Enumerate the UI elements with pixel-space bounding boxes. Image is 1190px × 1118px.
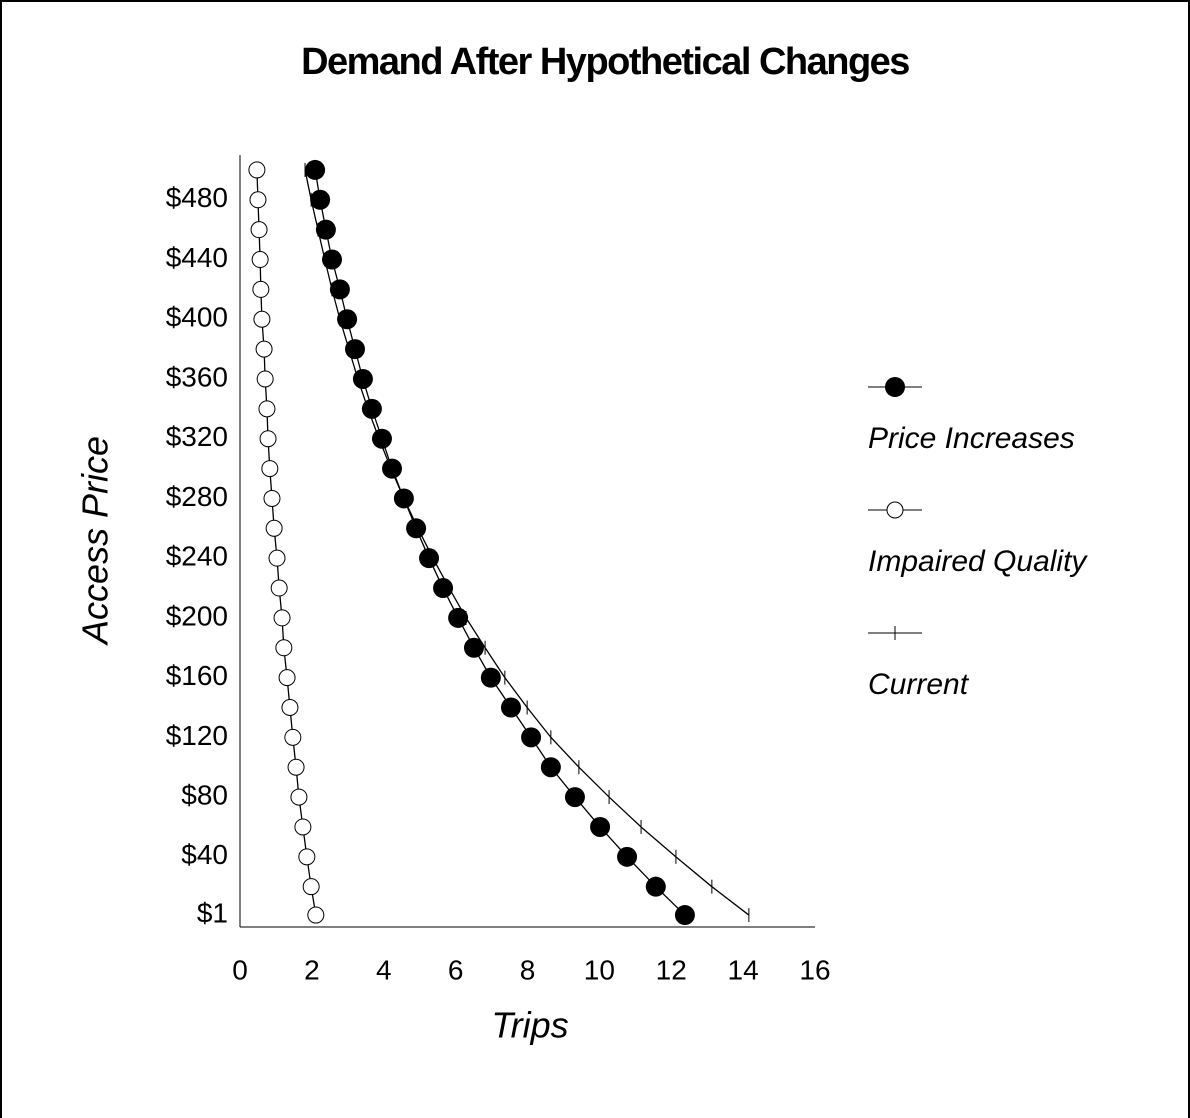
data-point bbox=[265, 519, 283, 537]
data-point bbox=[255, 340, 273, 358]
y-tick-label: $440 bbox=[166, 242, 228, 273]
x-tick-label: 14 bbox=[728, 954, 759, 985]
data-point bbox=[521, 727, 542, 748]
data-point bbox=[433, 578, 454, 599]
y-tick-label: $160 bbox=[166, 660, 228, 691]
x-tick-label: 16 bbox=[799, 954, 830, 985]
y-tick-label: $1 bbox=[197, 897, 228, 928]
series-line bbox=[256, 169, 317, 916]
data-point bbox=[315, 219, 336, 240]
data-point bbox=[463, 637, 484, 658]
data-point bbox=[302, 878, 320, 896]
data-point bbox=[500, 697, 521, 718]
y-tick-label: $200 bbox=[166, 600, 228, 631]
data-point bbox=[419, 548, 440, 569]
legend-label: Current bbox=[868, 668, 970, 701]
data-point bbox=[345, 339, 365, 360]
x-tick-label: 8 bbox=[520, 954, 536, 985]
data-point bbox=[273, 609, 291, 627]
data-point bbox=[310, 189, 331, 210]
data-point bbox=[251, 251, 269, 269]
data-point bbox=[448, 607, 469, 628]
data-point bbox=[322, 249, 342, 270]
x-tick-label: 4 bbox=[376, 954, 392, 985]
series-line bbox=[304, 169, 750, 916]
data-point bbox=[258, 400, 276, 418]
data-point bbox=[259, 430, 277, 448]
data-point bbox=[287, 758, 305, 776]
data-point bbox=[564, 787, 585, 808]
data-point bbox=[590, 816, 611, 837]
data-point bbox=[329, 279, 350, 300]
data-point bbox=[248, 161, 266, 179]
y-tick-label: $400 bbox=[166, 302, 228, 333]
y-tick-label: $120 bbox=[166, 720, 228, 751]
y-axis-label: Access Price bbox=[75, 436, 116, 646]
legend-label: Price Increases bbox=[868, 422, 1075, 455]
legend-marker bbox=[885, 377, 905, 397]
data-point bbox=[307, 906, 325, 924]
x-tick-label: 2 bbox=[304, 954, 320, 985]
x-tick-label: 0 bbox=[232, 954, 248, 985]
x-tick-label: 6 bbox=[448, 954, 464, 985]
y-tick-label: $80 bbox=[181, 779, 228, 810]
data-point bbox=[261, 460, 279, 478]
data-point bbox=[305, 159, 326, 180]
data-point bbox=[298, 848, 316, 866]
data-point bbox=[252, 280, 270, 298]
data-point bbox=[275, 639, 293, 657]
data-point bbox=[249, 191, 267, 209]
data-point bbox=[250, 221, 268, 239]
y-tick-label: $320 bbox=[166, 421, 228, 452]
y-tick-label: $360 bbox=[166, 361, 228, 392]
data-point bbox=[406, 518, 427, 539]
y-tick-label: $480 bbox=[166, 182, 228, 213]
data-point bbox=[382, 458, 403, 479]
series-line bbox=[314, 169, 686, 916]
x-axis-label: Trips bbox=[491, 1005, 568, 1046]
data-point bbox=[337, 309, 358, 330]
legend-marker bbox=[886, 501, 904, 519]
data-point bbox=[540, 757, 561, 778]
y-tick-label: $280 bbox=[166, 481, 228, 512]
data-point bbox=[294, 818, 312, 836]
x-tick-label: 12 bbox=[656, 954, 687, 985]
data-point bbox=[278, 669, 296, 687]
chart-title: Demand After Hypothetical Changes bbox=[301, 41, 909, 83]
data-point bbox=[281, 698, 299, 716]
data-point bbox=[268, 549, 286, 567]
data-point bbox=[361, 398, 382, 419]
legend-label: Impaired Quality bbox=[868, 545, 1088, 578]
data-point bbox=[263, 489, 281, 507]
data-point bbox=[290, 788, 308, 806]
x-tick-label: 10 bbox=[584, 954, 615, 985]
y-tick-label: $240 bbox=[166, 541, 228, 572]
data-point bbox=[480, 667, 501, 688]
data-point bbox=[617, 846, 638, 867]
data-point bbox=[270, 579, 288, 597]
data-point bbox=[256, 370, 274, 388]
y-tick-label: $40 bbox=[181, 839, 228, 870]
data-point bbox=[253, 310, 271, 328]
data-point bbox=[674, 905, 695, 926]
data-point bbox=[645, 876, 666, 897]
data-point bbox=[284, 728, 302, 746]
